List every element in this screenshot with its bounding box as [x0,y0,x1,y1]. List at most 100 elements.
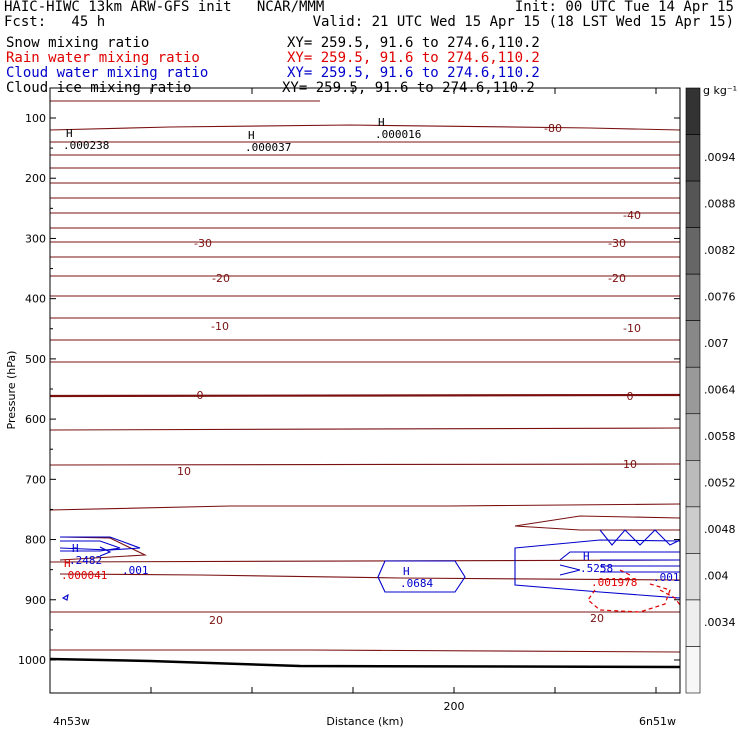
isotherm-label: 0 [197,389,204,402]
colorbar-segment [685,273,701,321]
maximum-marker: H [378,116,385,129]
colorbar-segment [685,180,701,228]
maximum-value: .001 [122,564,149,577]
field-xy-snow: XY= 259.5, 91.6 to 274.6,110.2 [287,35,540,51]
cloud-water-contour [61,593,69,601]
maxima-labels: H.000238H.000037H.000016H.2482H.000041.0… [61,116,680,590]
rain-contour [659,589,681,606]
cloud-water-contour [99,546,112,557]
x-axis: 20 0 [49,88,657,713]
isotherm-line [514,515,681,527]
isotherm-line [49,503,681,511]
field-xy-rain: XY= 259.5, 91.6 to 274.6,110.2 [287,50,540,66]
isotherm-contours [49,100,681,653]
colorbar-segment [685,134,701,182]
colorbar-label: .007 [704,337,729,350]
maximum-value: .000041 [61,569,107,582]
isotherm-label: 20 [590,612,604,625]
cloud-water-contours [59,529,681,601]
isotherm-line [50,649,681,653]
colorbar-segment [685,646,701,694]
maximum-value: .001978 [591,576,637,589]
colorbar-unit: g kg⁻¹ [703,84,737,97]
plot-frame [49,87,681,694]
colorbar-segment [685,366,701,415]
maximum-marker: H [583,550,590,563]
colorbar-segment [685,460,701,508]
colorbar-label: .0034 [704,616,736,629]
isotherm-label: -40 [623,209,641,222]
x-end-label: 6n51w [639,715,676,728]
isotherm-label: -20 [212,272,230,285]
isotherm-line [49,463,681,466]
maximum-value: .001 [653,571,680,584]
header-line2-left: Fcst: 45 h [4,14,106,30]
ground-surface [49,657,681,669]
maximum-value: .2482 [69,554,102,567]
cloud-water-contour [377,560,466,593]
isotherm-label: -80 [544,122,562,135]
colorbar-segment [685,413,701,461]
y-tick-label: 400 [25,293,46,306]
isotherm-label: -30 [608,237,626,250]
maximum-value: .000037 [245,141,291,154]
colorbar-segment [685,553,701,601]
isotherm-label: -30 [194,237,212,250]
ground-line [49,657,681,669]
y-tick-label: 200 [25,172,46,185]
field-name-rain: Rain water mixing ratio [6,50,200,66]
colorbar-label: .0052 [704,477,736,490]
cloud-water-contour [599,529,681,546]
field-name-snow: Snow mixing ratio [6,35,150,51]
maximum-marker: H [403,565,410,578]
cloud-water-contour [59,536,141,551]
maximum-marker: H [72,542,79,555]
isotherm-line [49,124,681,131]
maximum-marker: H [66,127,73,140]
colorbar-segment [685,599,701,647]
y-tick-label: 1000 [18,654,46,667]
rain-contour [587,583,671,613]
colorbar-label: .0064 [704,384,736,397]
maximum-value: .000016 [375,128,421,141]
isotherm-label: 10 [177,465,191,478]
header-line2-right: Valid: 21 UTC Wed 15 Apr 15 (18 LST Wed … [312,14,734,30]
maximum-value: .000238 [63,139,109,152]
isotherm-line [49,427,681,431]
colorbar-segment [685,506,701,554]
colorbar-label: .0094 [704,151,736,164]
isotherm-label: -20 [608,272,626,285]
y-axis-label: Pressure (hPa) [5,351,18,430]
cloud-water-contour [559,564,581,576]
cloud-water-contour [60,540,121,552]
colorbar-label: .0058 [704,430,736,443]
colorbar-segment [685,227,701,275]
maximum-value: .0684 [400,577,433,590]
field-name-cloud-water: Cloud water mixing ratio [6,65,209,81]
rain-contours [587,569,681,613]
y-tick-label: 600 [25,413,46,426]
colorbar-label: .0076 [704,290,736,303]
isotherm-label: -10 [623,322,641,335]
y-tick-label: 300 [25,232,46,245]
colorbar: .0094 .0088 .0082 .0076 .007 .0064 .0058 .0052.… [685,87,736,694]
y-tick-label: 900 [25,594,46,607]
x-start-label: 4n53w [53,715,90,728]
isotherm-line [59,573,681,581]
maximum-marker: H [64,557,71,570]
rain-contour [619,569,631,583]
y-tick-label: 500 [25,353,46,366]
isotherm-line [514,525,680,531]
isotherm-line [49,559,681,563]
colorbar-label: .004 [704,570,729,583]
x-axis-label: Distance (km) [326,715,403,728]
colorbar-label: .0088 [704,197,736,210]
header-line1-left: HAIC-HIWC 13km ARW-GFS init NCAR/MMM [4,0,325,15]
colorbar-label: .0082 [704,244,736,257]
isotherm-line [49,393,681,398]
maximum-marker: H [248,129,255,142]
colorbar-label: .0048 [704,523,736,536]
isotherm-label: 10 [623,458,637,471]
